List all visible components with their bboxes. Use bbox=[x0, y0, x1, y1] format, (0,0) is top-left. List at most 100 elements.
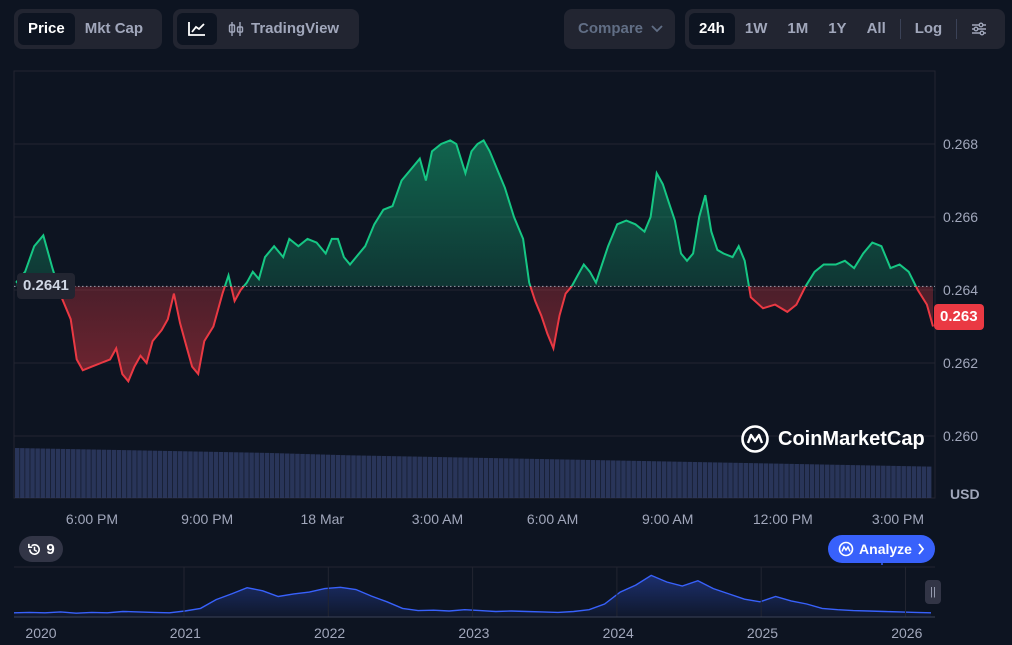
volume-bar bbox=[55, 448, 61, 498]
volume-bar bbox=[555, 459, 560, 498]
settings-button[interactable] bbox=[961, 13, 997, 45]
current-price-label: 0.2641 bbox=[17, 273, 75, 299]
volume-bar bbox=[544, 459, 550, 498]
volume-bar bbox=[580, 459, 585, 498]
volume-bar bbox=[509, 458, 514, 498]
volume-bar bbox=[193, 451, 198, 498]
volume-bar bbox=[188, 451, 193, 498]
volume-bar bbox=[641, 461, 647, 498]
tab-mkt-cap[interactable]: Mkt Cap bbox=[84, 20, 144, 37]
volume-bar bbox=[279, 453, 285, 498]
volume-bar bbox=[850, 465, 855, 498]
y-tick-label: 0.260 bbox=[943, 428, 978, 444]
volume-bar bbox=[427, 456, 433, 498]
volume-bar bbox=[707, 462, 713, 498]
history-icon bbox=[28, 543, 41, 555]
volume-bar bbox=[600, 460, 606, 498]
volume-bar bbox=[738, 462, 743, 498]
y-tick-label: 0.264 bbox=[943, 282, 978, 298]
volume-bar bbox=[325, 454, 331, 498]
divider bbox=[899, 19, 901, 39]
candlestick-icon bbox=[228, 22, 244, 36]
tradingview-button[interactable]: TradingView bbox=[217, 13, 349, 45]
coinmarketcap-logo: CoinMarketCap bbox=[740, 424, 925, 454]
volume-bar bbox=[127, 450, 132, 498]
volume-bar bbox=[86, 449, 91, 498]
volume-bar bbox=[448, 457, 453, 498]
volume-bar bbox=[335, 454, 341, 498]
volume-bar bbox=[91, 449, 96, 498]
volume-bar bbox=[346, 455, 351, 498]
volume-bar bbox=[468, 457, 473, 498]
range-1w[interactable]: 1W bbox=[744, 20, 768, 37]
volume-bar bbox=[865, 465, 871, 498]
volume-bar bbox=[45, 448, 51, 498]
range-24h[interactable]: 24h bbox=[689, 13, 735, 45]
volume-bar bbox=[819, 464, 825, 498]
volume-bar bbox=[381, 455, 387, 498]
navigator-year-label: 2026 bbox=[891, 625, 922, 641]
volume-bar bbox=[478, 457, 484, 498]
compare-dropdown[interactable]: Compare bbox=[564, 9, 675, 49]
volume-bar bbox=[651, 461, 657, 498]
history-button[interactable]: 9 bbox=[19, 536, 63, 562]
volume-bar bbox=[71, 449, 76, 498]
x-tick-label: 3:00 PM bbox=[872, 511, 924, 527]
range-1m[interactable]: 1M bbox=[787, 20, 809, 37]
volume-bar bbox=[702, 462, 708, 498]
y-tick-label: 0.268 bbox=[943, 136, 978, 152]
volume-bar bbox=[870, 465, 876, 498]
x-tick-label: 6:00 AM bbox=[527, 511, 578, 527]
range-selector: 24h 1W 1M 1Y All Log bbox=[685, 9, 1005, 49]
volume-bar bbox=[60, 448, 66, 498]
volume-bar bbox=[590, 460, 596, 498]
volume-bar bbox=[611, 460, 616, 498]
volume-bar bbox=[172, 451, 178, 498]
tab-price[interactable]: Price bbox=[18, 13, 75, 45]
price-area bbox=[14, 139, 935, 384]
volume-bar bbox=[860, 465, 866, 498]
volume-bar bbox=[483, 457, 489, 498]
compare-label: Compare bbox=[568, 13, 673, 45]
x-tick-label: 9:00 AM bbox=[642, 511, 693, 527]
volume-bar bbox=[402, 456, 407, 498]
divider bbox=[956, 19, 958, 39]
line-chart-button[interactable] bbox=[177, 13, 217, 45]
sliders-icon bbox=[972, 22, 987, 36]
volume-bar bbox=[758, 463, 764, 498]
volume-bar bbox=[442, 457, 448, 498]
volume-bar bbox=[121, 450, 127, 498]
range-1y[interactable]: 1Y bbox=[828, 20, 847, 37]
log-scale-button[interactable]: Log bbox=[914, 20, 943, 37]
volume-bar bbox=[15, 448, 20, 498]
volume-bar bbox=[315, 454, 321, 498]
volume-bar bbox=[585, 459, 591, 498]
time-navigator[interactable]: 2020 2021 2022 2023 2024 2025 2026 bbox=[13, 555, 1012, 641]
analyze-button[interactable]: Analyze bbox=[828, 535, 935, 563]
volume-bar bbox=[712, 462, 718, 498]
volume-bar bbox=[111, 449, 117, 498]
volume-bar bbox=[361, 455, 366, 498]
volume-bar bbox=[881, 465, 886, 498]
volume-bar bbox=[285, 453, 290, 498]
volume-bar bbox=[437, 457, 443, 498]
pause-handle-icon[interactable]: || bbox=[925, 580, 941, 604]
range-all[interactable]: All bbox=[866, 20, 886, 37]
volume-bar bbox=[50, 448, 56, 498]
volume-bar bbox=[351, 455, 356, 498]
volume-bar bbox=[677, 461, 682, 498]
volume-bar bbox=[753, 463, 759, 498]
volume-bar bbox=[81, 449, 86, 498]
analyze-label: Analyze bbox=[859, 541, 912, 557]
volume-bar bbox=[921, 466, 927, 498]
volume-bar bbox=[157, 450, 163, 498]
volume-bar bbox=[147, 450, 152, 498]
volume-bar bbox=[40, 448, 45, 498]
volume-bar bbox=[35, 448, 40, 498]
volume-bar bbox=[621, 460, 626, 498]
volume-bar bbox=[376, 455, 382, 498]
history-count: 9 bbox=[46, 540, 55, 558]
volume-bar bbox=[728, 462, 733, 498]
volume-bar bbox=[926, 466, 932, 498]
